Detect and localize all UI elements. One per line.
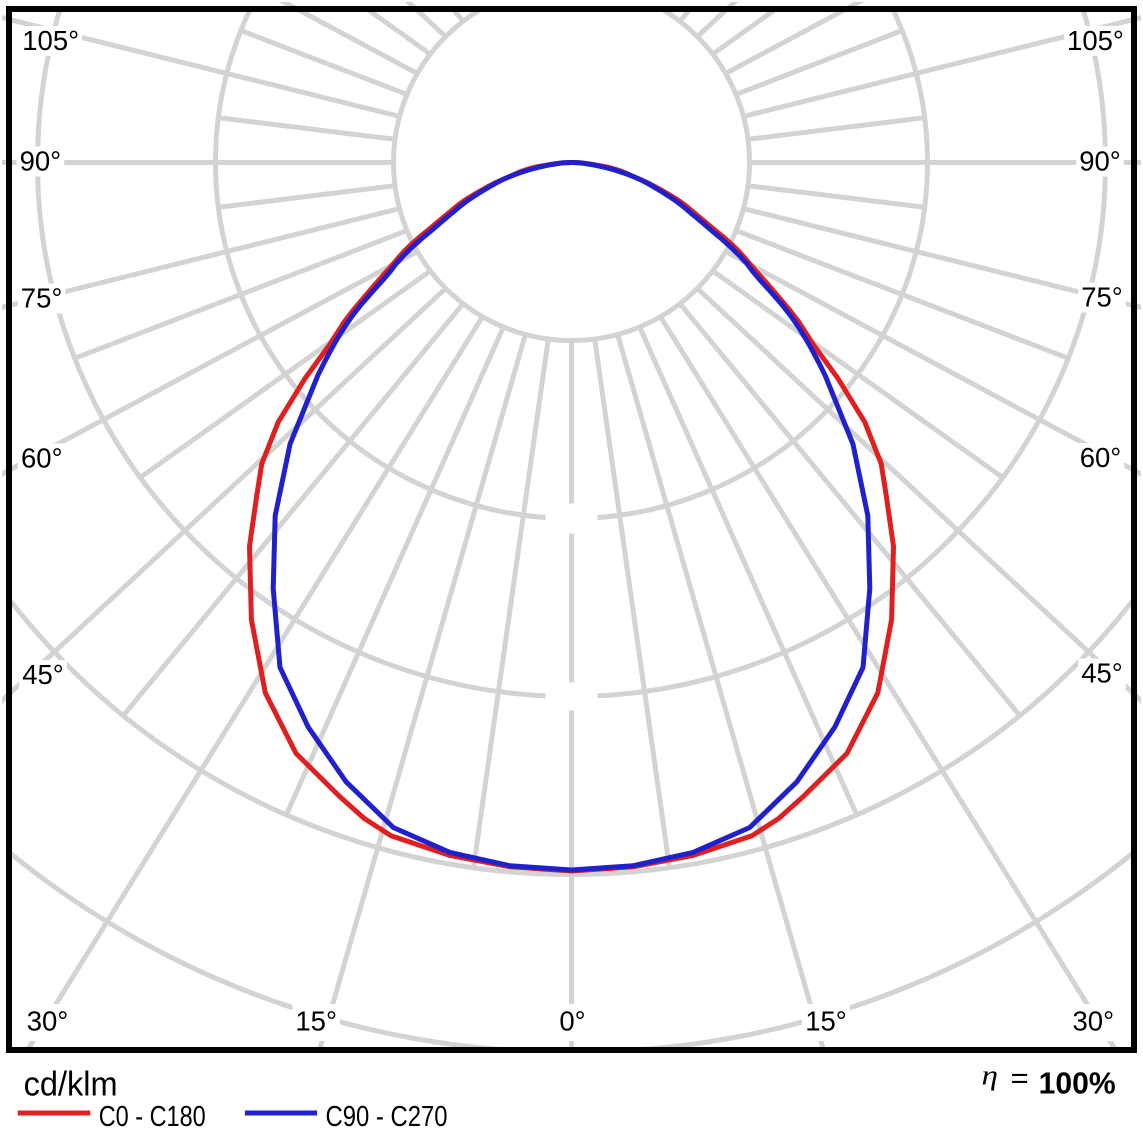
svg-text:75°: 75° [21, 283, 63, 314]
svg-text:90°: 90° [1079, 146, 1121, 177]
svg-text:45°: 45° [1081, 658, 1123, 689]
svg-text:15°: 15° [805, 1006, 847, 1037]
svg-text:30°: 30° [1073, 1006, 1115, 1037]
svg-text:30°: 30° [27, 1006, 69, 1037]
svg-text:0°: 0° [559, 1006, 585, 1037]
svg-text:C90 - C270: C90 - C270 [326, 1101, 448, 1133]
svg-text:C0 - C180: C0 - C180 [99, 1101, 206, 1133]
svg-text:105°: 105° [1067, 25, 1124, 56]
svg-text:60°: 60° [21, 443, 63, 474]
svg-text:100%: 100% [1039, 1066, 1116, 1101]
svg-text:90°: 90° [20, 146, 62, 177]
svg-text:45°: 45° [22, 659, 64, 690]
svg-text:=: = [1011, 1063, 1029, 1095]
svg-text:75°: 75° [1081, 282, 1123, 313]
svg-text:105°: 105° [22, 25, 79, 56]
svg-text:η: η [982, 1060, 999, 1092]
svg-text:60°: 60° [1080, 442, 1122, 473]
svg-text:cd/klm: cd/klm [24, 1066, 118, 1104]
svg-text:15°: 15° [295, 1006, 337, 1037]
